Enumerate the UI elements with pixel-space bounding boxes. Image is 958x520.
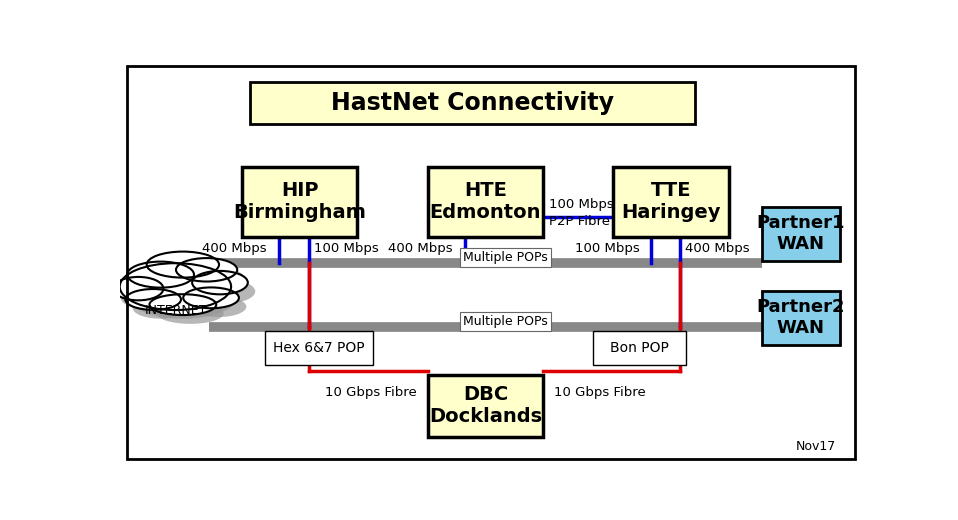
Ellipse shape [120, 263, 231, 310]
Ellipse shape [199, 280, 255, 303]
Text: HTE
Edmonton: HTE Edmonton [429, 181, 541, 222]
FancyBboxPatch shape [593, 331, 686, 365]
Ellipse shape [154, 261, 226, 287]
Ellipse shape [147, 252, 219, 278]
FancyBboxPatch shape [250, 82, 696, 124]
Text: INTERNET: INTERNET [145, 304, 207, 317]
FancyBboxPatch shape [242, 166, 357, 237]
Text: Hex 6&7 POP: Hex 6&7 POP [273, 341, 365, 355]
Text: 400 Mbps: 400 Mbps [686, 242, 750, 255]
Text: 100 Mbps: 100 Mbps [314, 242, 379, 255]
Text: 400 Mbps: 400 Mbps [202, 242, 266, 255]
Text: HIP
Birmingham: HIP Birmingham [234, 181, 366, 222]
FancyBboxPatch shape [762, 291, 840, 345]
Text: 400 Mbps: 400 Mbps [388, 242, 452, 255]
Ellipse shape [134, 270, 201, 296]
Ellipse shape [127, 272, 239, 319]
Ellipse shape [176, 258, 238, 281]
Ellipse shape [125, 289, 181, 310]
Text: Multiple POPs: Multiple POPs [464, 251, 548, 264]
Ellipse shape [127, 262, 194, 288]
Text: 10 Gbps Fibre: 10 Gbps Fibre [325, 386, 417, 399]
Ellipse shape [149, 294, 217, 315]
FancyBboxPatch shape [428, 375, 543, 437]
Ellipse shape [193, 271, 248, 294]
Text: Nov17: Nov17 [796, 440, 836, 453]
FancyBboxPatch shape [613, 166, 729, 237]
Ellipse shape [183, 288, 239, 308]
Ellipse shape [183, 267, 244, 290]
Text: HastNet Connectivity: HastNet Connectivity [331, 92, 614, 115]
Text: Partner1
WAN: Partner1 WAN [757, 214, 845, 253]
Text: Partner2
WAN: Partner2 WAN [757, 298, 845, 337]
FancyBboxPatch shape [428, 166, 543, 237]
Ellipse shape [133, 298, 189, 319]
Ellipse shape [121, 285, 171, 309]
Ellipse shape [113, 277, 164, 301]
Ellipse shape [191, 296, 246, 317]
FancyBboxPatch shape [265, 331, 373, 365]
Text: Multiple POPs: Multiple POPs [464, 315, 548, 328]
Text: P2P Fibre: P2P Fibre [549, 215, 610, 228]
Text: TTE
Haringey: TTE Haringey [622, 181, 720, 222]
Text: DBC
Docklands: DBC Docklands [429, 385, 542, 426]
Text: 100 Mbps: 100 Mbps [549, 198, 614, 211]
FancyBboxPatch shape [762, 206, 840, 261]
Text: Bon POP: Bon POP [610, 341, 670, 355]
Text: 100 Mbps: 100 Mbps [575, 242, 640, 255]
Text: 10 Gbps Fibre: 10 Gbps Fibre [554, 386, 646, 399]
Ellipse shape [157, 303, 223, 324]
